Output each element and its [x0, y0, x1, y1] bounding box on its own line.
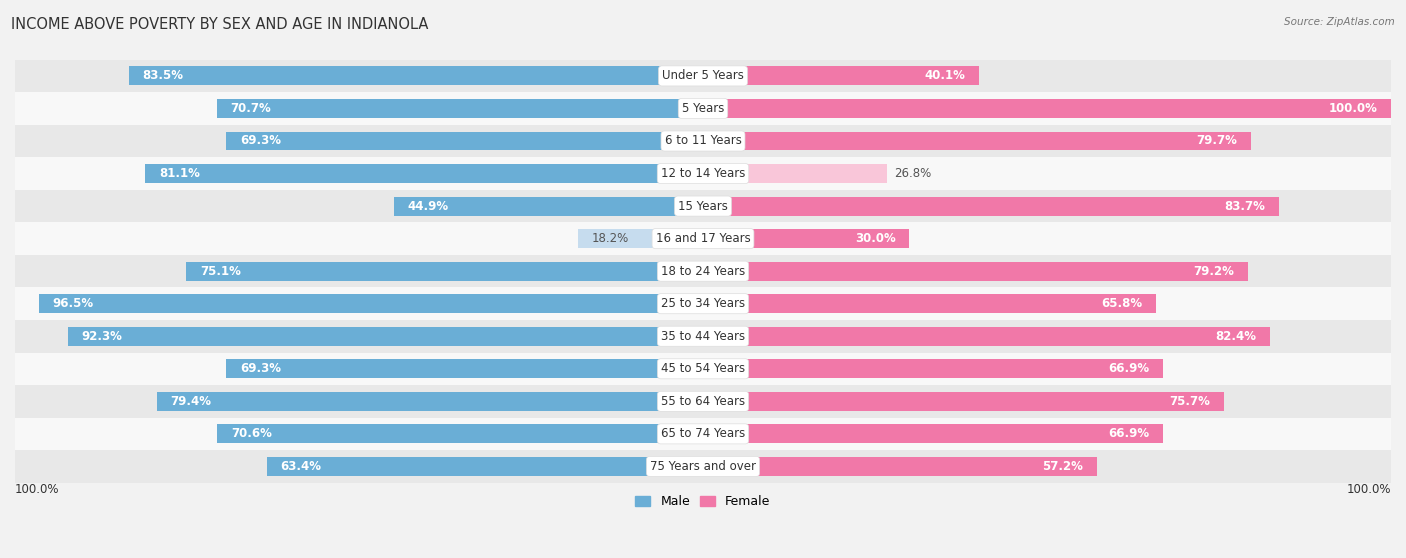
Text: 6 to 11 Years: 6 to 11 Years: [665, 134, 741, 147]
Text: 75.1%: 75.1%: [200, 264, 240, 278]
Text: 30.0%: 30.0%: [855, 232, 896, 245]
Text: 82.4%: 82.4%: [1215, 330, 1256, 343]
Bar: [703, 229, 910, 248]
Bar: [394, 196, 703, 215]
Bar: [703, 392, 1223, 411]
Text: 57.2%: 57.2%: [1042, 460, 1083, 473]
Text: 15 Years: 15 Years: [678, 200, 728, 213]
Bar: [15, 417, 1391, 450]
Text: 40.1%: 40.1%: [924, 69, 965, 83]
Bar: [703, 132, 1251, 151]
Bar: [703, 359, 1163, 378]
Bar: [128, 66, 703, 85]
Bar: [187, 262, 703, 281]
Text: 45 to 54 Years: 45 to 54 Years: [661, 362, 745, 376]
Text: INCOME ABOVE POVERTY BY SEX AND AGE IN INDIANOLA: INCOME ABOVE POVERTY BY SEX AND AGE IN I…: [11, 17, 429, 32]
Bar: [15, 255, 1391, 287]
Text: 69.3%: 69.3%: [240, 134, 281, 147]
Bar: [15, 92, 1391, 125]
Text: 70.7%: 70.7%: [231, 102, 271, 115]
Bar: [15, 125, 1391, 157]
Text: 25 to 34 Years: 25 to 34 Years: [661, 297, 745, 310]
Text: 79.4%: 79.4%: [170, 395, 211, 408]
Text: 66.9%: 66.9%: [1108, 362, 1150, 376]
Text: 83.5%: 83.5%: [142, 69, 183, 83]
Bar: [703, 294, 1156, 313]
Text: 96.5%: 96.5%: [53, 297, 94, 310]
Text: 26.8%: 26.8%: [894, 167, 932, 180]
Text: 55 to 64 Years: 55 to 64 Years: [661, 395, 745, 408]
Text: 69.3%: 69.3%: [240, 362, 281, 376]
Bar: [703, 327, 1270, 345]
Text: 12 to 14 Years: 12 to 14 Years: [661, 167, 745, 180]
Text: 5 Years: 5 Years: [682, 102, 724, 115]
Bar: [226, 359, 703, 378]
Bar: [39, 294, 703, 313]
Bar: [578, 229, 703, 248]
Text: 65.8%: 65.8%: [1101, 297, 1142, 310]
Bar: [15, 222, 1391, 255]
Bar: [703, 164, 887, 183]
Text: 35 to 44 Years: 35 to 44 Years: [661, 330, 745, 343]
Text: 100.0%: 100.0%: [1347, 483, 1391, 496]
Text: Under 5 Years: Under 5 Years: [662, 69, 744, 83]
Bar: [15, 450, 1391, 483]
Text: 66.9%: 66.9%: [1108, 427, 1150, 440]
Bar: [217, 99, 703, 118]
Bar: [15, 385, 1391, 417]
Text: 65 to 74 Years: 65 to 74 Years: [661, 427, 745, 440]
Bar: [703, 425, 1163, 443]
Bar: [218, 425, 703, 443]
Text: 92.3%: 92.3%: [82, 330, 122, 343]
Text: 79.2%: 79.2%: [1194, 264, 1234, 278]
Bar: [703, 99, 1391, 118]
Bar: [15, 60, 1391, 92]
Text: Source: ZipAtlas.com: Source: ZipAtlas.com: [1284, 17, 1395, 27]
Bar: [15, 287, 1391, 320]
Text: 70.6%: 70.6%: [231, 427, 271, 440]
Text: 100.0%: 100.0%: [15, 483, 59, 496]
Text: 18.2%: 18.2%: [592, 232, 628, 245]
Bar: [703, 457, 1097, 476]
Text: 16 and 17 Years: 16 and 17 Years: [655, 232, 751, 245]
Bar: [703, 196, 1279, 215]
Text: 79.7%: 79.7%: [1197, 134, 1237, 147]
Text: 100.0%: 100.0%: [1329, 102, 1378, 115]
Bar: [15, 353, 1391, 385]
Text: 83.7%: 83.7%: [1225, 200, 1265, 213]
Bar: [226, 132, 703, 151]
Bar: [67, 327, 703, 345]
Bar: [15, 190, 1391, 222]
Text: 18 to 24 Years: 18 to 24 Years: [661, 264, 745, 278]
Bar: [156, 392, 703, 411]
Bar: [703, 66, 979, 85]
Text: 63.4%: 63.4%: [281, 460, 322, 473]
Bar: [145, 164, 703, 183]
Bar: [15, 157, 1391, 190]
Text: 81.1%: 81.1%: [159, 167, 200, 180]
Text: 44.9%: 44.9%: [408, 200, 449, 213]
Bar: [703, 262, 1249, 281]
Bar: [15, 320, 1391, 353]
Text: 75.7%: 75.7%: [1170, 395, 1211, 408]
Text: 75 Years and over: 75 Years and over: [650, 460, 756, 473]
Bar: [267, 457, 703, 476]
Legend: Male, Female: Male, Female: [630, 489, 776, 514]
